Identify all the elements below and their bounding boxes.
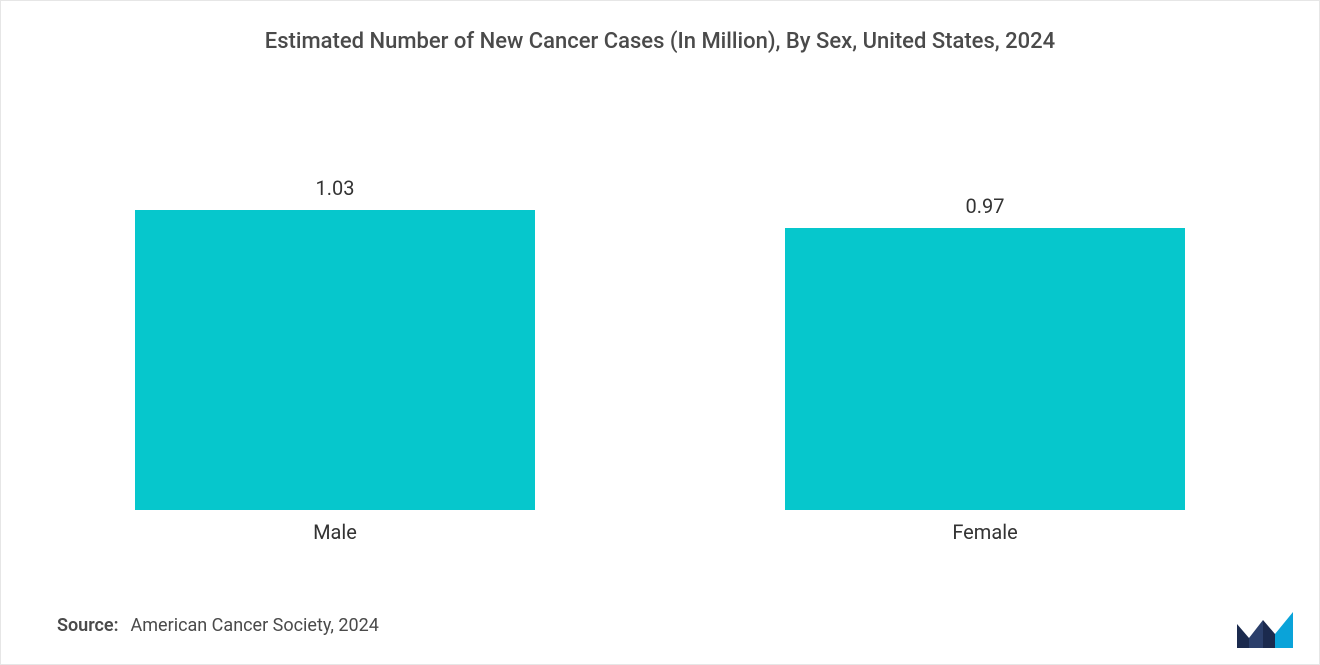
bar-value-label: 1.03 <box>316 176 355 200</box>
brand-logo-icon <box>1235 606 1295 648</box>
bar-value-label: 0.97 <box>966 194 1005 218</box>
source-text: American Cancer Society, 2024 <box>131 615 379 636</box>
source-footer: Source: American Cancer Society, 2024 <box>57 615 379 636</box>
plot-area: 1.03 Male 0.97 Female <box>1 91 1319 544</box>
bar-category-label: Male <box>313 520 357 544</box>
source-label: Source: <box>57 615 119 636</box>
bar-slot: 1.03 Male <box>135 176 535 544</box>
brand-logo <box>1235 606 1295 648</box>
bar <box>135 210 535 510</box>
chart-title: Estimated Number of New Cancer Cases (In… <box>1 1 1319 54</box>
chart-container: Estimated Number of New Cancer Cases (In… <box>0 0 1320 665</box>
bar-category-label: Female <box>952 520 1017 544</box>
bar-slot: 0.97 Female <box>785 194 1185 544</box>
bar <box>785 228 1185 510</box>
